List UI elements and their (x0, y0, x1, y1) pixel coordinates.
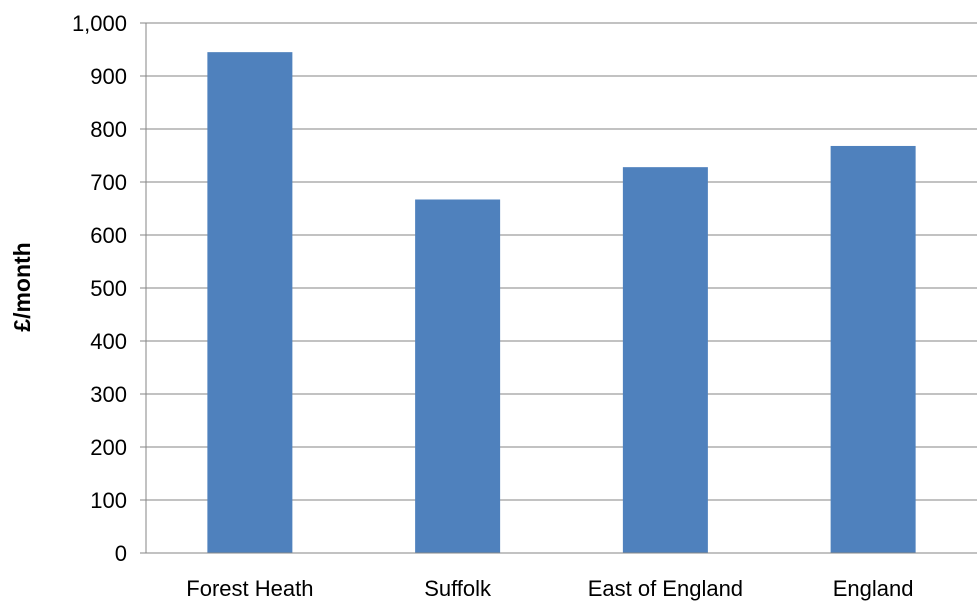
y-tick-label: 300 (90, 382, 127, 407)
y-axis-title: £/month (9, 242, 35, 331)
y-tick-label: 100 (90, 488, 127, 513)
y-tick-label: 600 (90, 223, 127, 248)
y-tick-label: 1,000 (72, 11, 127, 36)
y-tick-label: 500 (90, 276, 127, 301)
x-axis-tick-labels: Forest Heath Suffolk East of England Englan… (186, 576, 913, 601)
bar (207, 52, 293, 554)
y-tick-label: 900 (90, 64, 127, 89)
y-tick-label: 400 (90, 329, 127, 354)
bar (415, 199, 501, 554)
y-tick-label: 0 (115, 541, 127, 566)
x-tick-label: Suffolk (424, 576, 492, 601)
x-tick-label: England (833, 576, 914, 601)
bar (830, 145, 916, 553)
bar (622, 167, 708, 553)
y-tick-label: 200 (90, 435, 127, 460)
bars (207, 52, 916, 554)
x-tick-label: Forest Heath (186, 576, 313, 601)
y-tick-label: 700 (90, 170, 127, 195)
y-axis-tick-labels: 0 100 200 300 400 500 600 700 800 900 1,000 (72, 11, 146, 566)
y-tick-label: 800 (90, 117, 127, 142)
x-tick-label: East of England (588, 576, 743, 601)
